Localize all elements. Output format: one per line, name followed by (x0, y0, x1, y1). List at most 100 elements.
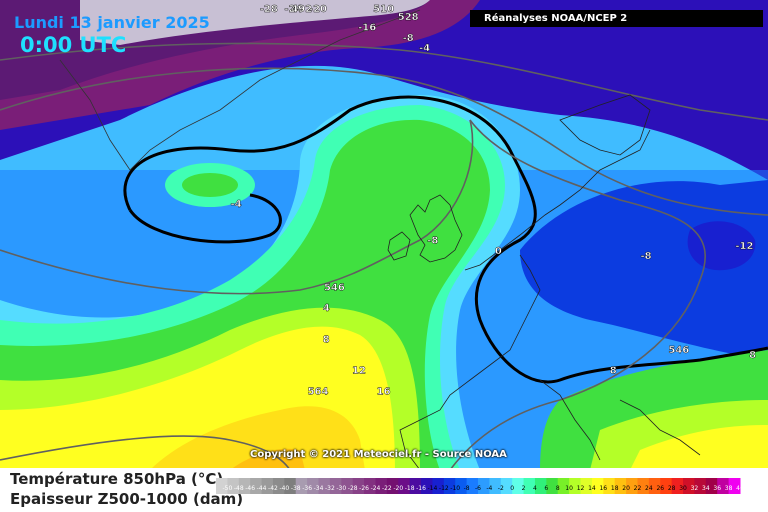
scale-swatch (500, 478, 513, 494)
legend-title-temperature: Température 850hPa (°C) (10, 470, 224, 488)
scale-tick-label: -6 (475, 485, 481, 492)
contour-label: 16 (377, 386, 391, 397)
color-scale: -50 -48 -46 -44 -42 -40 -38 -36 -34 -32 -30 -28 -26-… (216, 478, 744, 494)
scale-swatch (489, 478, 502, 494)
scale-swatch (352, 478, 365, 494)
scale-tick-label: -30 (336, 485, 346, 492)
scale-swatch (307, 478, 320, 494)
scale-tick-label: -32 (325, 485, 335, 492)
scale-swatch (329, 478, 342, 494)
scale-tick-label: 32 (691, 485, 699, 492)
scale-swatch (591, 478, 604, 494)
contour-label: 510 (373, 4, 394, 15)
scale-tick-label: 20 (622, 485, 630, 492)
scale-tick-label: -12 (439, 485, 449, 492)
scale-swatch (717, 478, 730, 494)
scale-swatch (227, 478, 240, 494)
scale-swatch (660, 478, 673, 494)
scale-swatch (728, 478, 741, 494)
scale-tick-label: 4 (533, 485, 537, 492)
scale-tick-label: 34 (702, 485, 710, 492)
thickness-546 (0, 119, 474, 295)
scale-swatch (557, 478, 570, 494)
zero-isotherm-west (128, 193, 282, 244)
contour-label: -12 (735, 241, 753, 252)
scale-tick-label: -22 (382, 485, 392, 492)
scale-tick-label: -16 (416, 485, 426, 492)
contour-label: -8 (403, 33, 414, 44)
scale-swatch (216, 478, 228, 494)
scale-tick-label: -28 (348, 485, 358, 492)
scale-swatch (250, 478, 263, 494)
scale-tick-label: -2 (498, 485, 504, 492)
scale-swatch (683, 478, 695, 494)
scale-swatch (261, 478, 274, 494)
contour-label: 546 (324, 282, 345, 293)
scale-swatch (705, 478, 718, 494)
contour-label: 0 (495, 246, 502, 257)
contour-label: -8 (640, 251, 651, 262)
iceland-mild-core (182, 173, 238, 197)
source-banner: Réanalyses NOAA/NCEP 2 (470, 10, 763, 27)
contour-label: 8 (749, 350, 756, 361)
scale-tick-label: -20 (393, 485, 403, 492)
scale-tick-label: -36 (302, 485, 312, 492)
scale-swatch (421, 478, 433, 494)
scale-swatch (648, 478, 661, 494)
scale-tick-label: 24 (645, 485, 653, 492)
greenland-coast (59, 9, 421, 171)
scale-swatch (284, 478, 297, 494)
scale-tick-label: 6 (544, 485, 548, 492)
scale-swatch (512, 478, 525, 494)
date-title: Lundi 13 janvier 2025 (14, 13, 210, 32)
contour-label: -4 (230, 199, 241, 210)
scale-tick-label: 2 (522, 485, 526, 492)
scale-tick-label: 16 (599, 485, 607, 492)
contour-label: -16 (358, 22, 376, 33)
copyright-notice: Copyright © 2021 Meteociel.fr - Source N… (250, 449, 507, 460)
warm-core (150, 406, 365, 470)
scale-swatch (614, 478, 627, 494)
thickness-528 (0, 67, 768, 216)
scale-swatch (364, 478, 376, 494)
contour-label: -4 (419, 43, 430, 54)
scale-tick-label: 14 (588, 485, 596, 492)
contour-label: 564 (308, 386, 329, 397)
scale-swatch (671, 478, 684, 494)
zero-isotherm (123, 95, 768, 384)
scale-swatch (626, 478, 638, 494)
scale-swatch (534, 478, 547, 494)
map-labels: -28 -24 -20 -16 -8 -4 492 510 528 -4 -8 0 546 4 8 12 564… (230, 4, 756, 398)
contour-label: -20 (309, 4, 327, 15)
europe-coastline (399, 129, 701, 471)
scale-swatch (637, 478, 650, 494)
med-warm-core (630, 425, 768, 470)
scale-tick-label: 40 (736, 485, 744, 492)
contour-label: 8 (610, 366, 617, 377)
scale-swatch (409, 478, 422, 494)
scale-swatch (238, 478, 251, 494)
scale-tick-label: 8 (556, 485, 560, 492)
contour-label: 528 (398, 12, 419, 23)
contour-label: 8 (323, 334, 330, 345)
scale-tick-label: -38 (291, 485, 301, 492)
contour-label: -24 (284, 4, 302, 15)
scale-swatch (523, 478, 536, 494)
ireland-outline (387, 231, 411, 261)
scale-swatch (443, 478, 456, 494)
thickness-510 (0, 42, 768, 121)
scale-tick-label: -50 (222, 485, 232, 492)
scale-tick-label: -40 (279, 485, 289, 492)
scale-tick-label: 18 (611, 485, 619, 492)
scale-tick-label: 12 (577, 485, 585, 492)
scale-swatch (398, 478, 411, 494)
scandinavia-outline (559, 94, 651, 156)
scale-tick-label: 22 (634, 485, 642, 492)
scale-swatch (455, 478, 468, 494)
scale-swatch (318, 478, 331, 494)
scale-swatch (295, 478, 308, 494)
scale-swatch (580, 478, 593, 494)
contour-label: -8 (427, 236, 438, 247)
scale-tick-label: -18 (405, 485, 415, 492)
scale-swatch (478, 478, 490, 494)
